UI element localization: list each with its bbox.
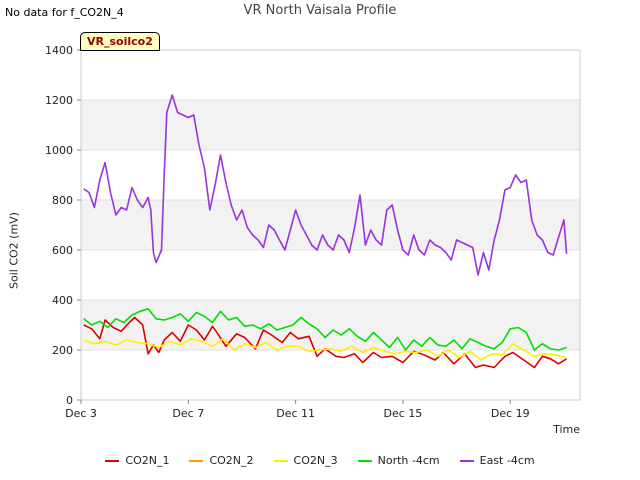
legend-label-north-4cm: North -4cm (377, 454, 440, 467)
x-tick-label: Dec 11 (276, 407, 315, 420)
y-tick-label: 1000 (45, 144, 73, 157)
x-axis-ticks: Dec 3 Dec 7 Dec 11 Dec 15 Dec 19 (65, 400, 530, 420)
y-tick-label: 400 (52, 294, 73, 307)
y-tick-label: 1200 (45, 94, 73, 107)
plot-frame (80, 49, 581, 401)
legend-swatch-north-4cm (357, 459, 372, 462)
series-line-north-4cm (83, 307, 567, 351)
series-line-co2n-1 (83, 316, 568, 369)
plot-band (81, 200, 580, 250)
x-tick-label: Dec 3 (65, 407, 97, 420)
legend-item-co2n-2[interactable]: CO2N_2 (189, 454, 254, 467)
series-line-co2n-3 (83, 337, 567, 361)
x-tick-label: Dec 15 (384, 407, 423, 420)
legend-item-east-4cm[interactable]: East -4cm (459, 454, 535, 467)
x-tick-label: Dec 7 (172, 407, 204, 420)
x-axis-label: Time (553, 423, 580, 436)
y-tick-label: 600 (52, 244, 73, 257)
site-tag-label: VR_soilco2 (80, 32, 160, 51)
series-lines (83, 94, 568, 369)
legend-item-co2n-3[interactable]: CO2N_3 (273, 454, 338, 467)
plot-band (81, 100, 580, 150)
y-axis-ticks: 0 200 400 600 800 1000 1200 1400 (45, 44, 81, 407)
y-tick-label: 800 (52, 194, 73, 207)
plot-band (81, 300, 580, 350)
legend-swatch-co2n-2 (189, 459, 204, 462)
legend-label-east-4cm: East -4cm (479, 454, 535, 467)
series-line-east-4cm (83, 94, 568, 276)
legend-swatch-east-4cm (459, 459, 474, 462)
no-data-notice: No data for f_CO2N_4 (5, 6, 124, 19)
plot-bands (81, 100, 580, 350)
legend-item-co2n-1[interactable]: CO2N_1 (105, 454, 169, 467)
y-tick-label: 0 (66, 394, 73, 407)
legend-item-north-4cm[interactable]: North -4cm (357, 454, 440, 467)
legend-label-co2n-1: CO2N_1 (125, 454, 170, 467)
chart-title: VR North Vaisala Profile (243, 3, 397, 18)
legend: CO2N_1 CO2N_2 CO2N_3 North -4cm East -4c… (0, 454, 640, 467)
legend-label-co2n-3: CO2N_3 (293, 454, 338, 467)
x-tick-label: Dec 19 (491, 407, 530, 420)
y-axis-label: Soil CO2 (mV) (7, 212, 21, 289)
legend-swatch-co2n-3 (273, 459, 288, 462)
y-tick-label: 200 (52, 344, 73, 357)
legend-swatch-co2n-1 (105, 459, 120, 462)
y-tick-label: 1400 (45, 44, 73, 57)
legend-label-co2n-2: CO2N_2 (209, 454, 254, 467)
